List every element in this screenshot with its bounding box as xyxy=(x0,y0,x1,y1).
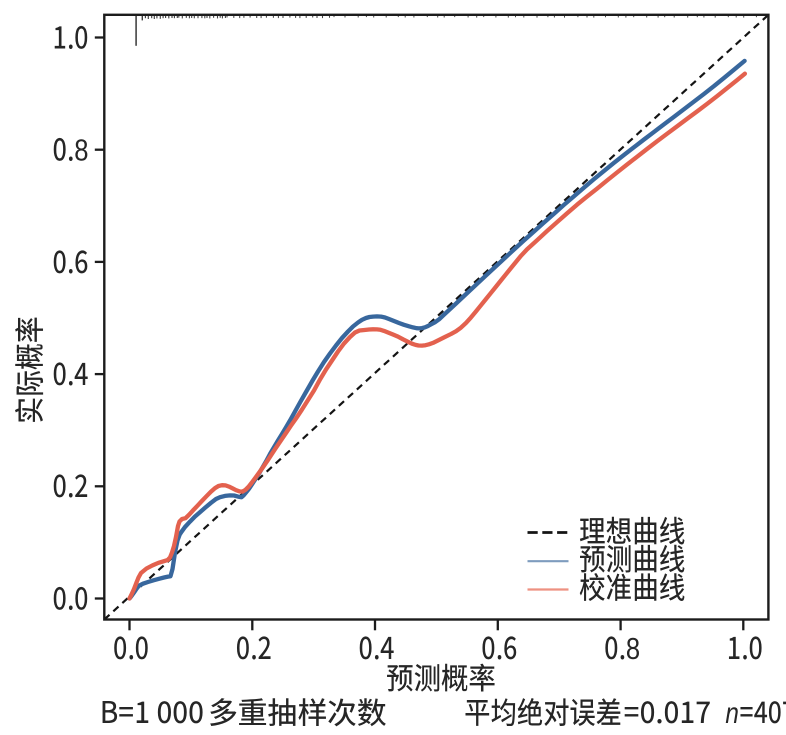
svg-text:实际概率: 实际概率 xyxy=(5,316,49,424)
svg-text:0.8: 0.8 xyxy=(604,623,640,668)
svg-text:1.0: 1.0 xyxy=(53,12,89,57)
svg-text:平均绝对误差: 平均绝对误差 xyxy=(464,688,622,732)
svg-text:理想曲线: 理想曲线 xyxy=(579,507,686,551)
svg-text:0.0: 0.0 xyxy=(113,623,149,668)
svg-text:=0.017: =0.017 xyxy=(624,688,712,732)
svg-text:0.8: 0.8 xyxy=(53,125,89,170)
svg-text:0.2: 0.2 xyxy=(53,461,89,506)
svg-text:0.6: 0.6 xyxy=(53,237,89,282)
svg-text:1.0: 1.0 xyxy=(727,623,763,668)
svg-text:预测曲线: 预测曲线 xyxy=(579,535,686,579)
svg-text:B=1 000: B=1 000 xyxy=(100,688,204,732)
svg-text:0.0: 0.0 xyxy=(53,573,89,618)
svg-text:0.4: 0.4 xyxy=(359,623,395,668)
svg-text:n: n xyxy=(725,697,739,730)
svg-text:预测概率: 预测概率 xyxy=(386,654,496,698)
svg-text:=407: =407 xyxy=(740,688,786,732)
svg-text:多重抽样次数: 多重抽样次数 xyxy=(208,688,387,732)
svg-text:校准曲线: 校准曲线 xyxy=(579,563,686,607)
svg-text:0.6: 0.6 xyxy=(481,623,517,668)
svg-text:0.2: 0.2 xyxy=(236,623,272,668)
svg-text:0.4: 0.4 xyxy=(53,349,89,394)
